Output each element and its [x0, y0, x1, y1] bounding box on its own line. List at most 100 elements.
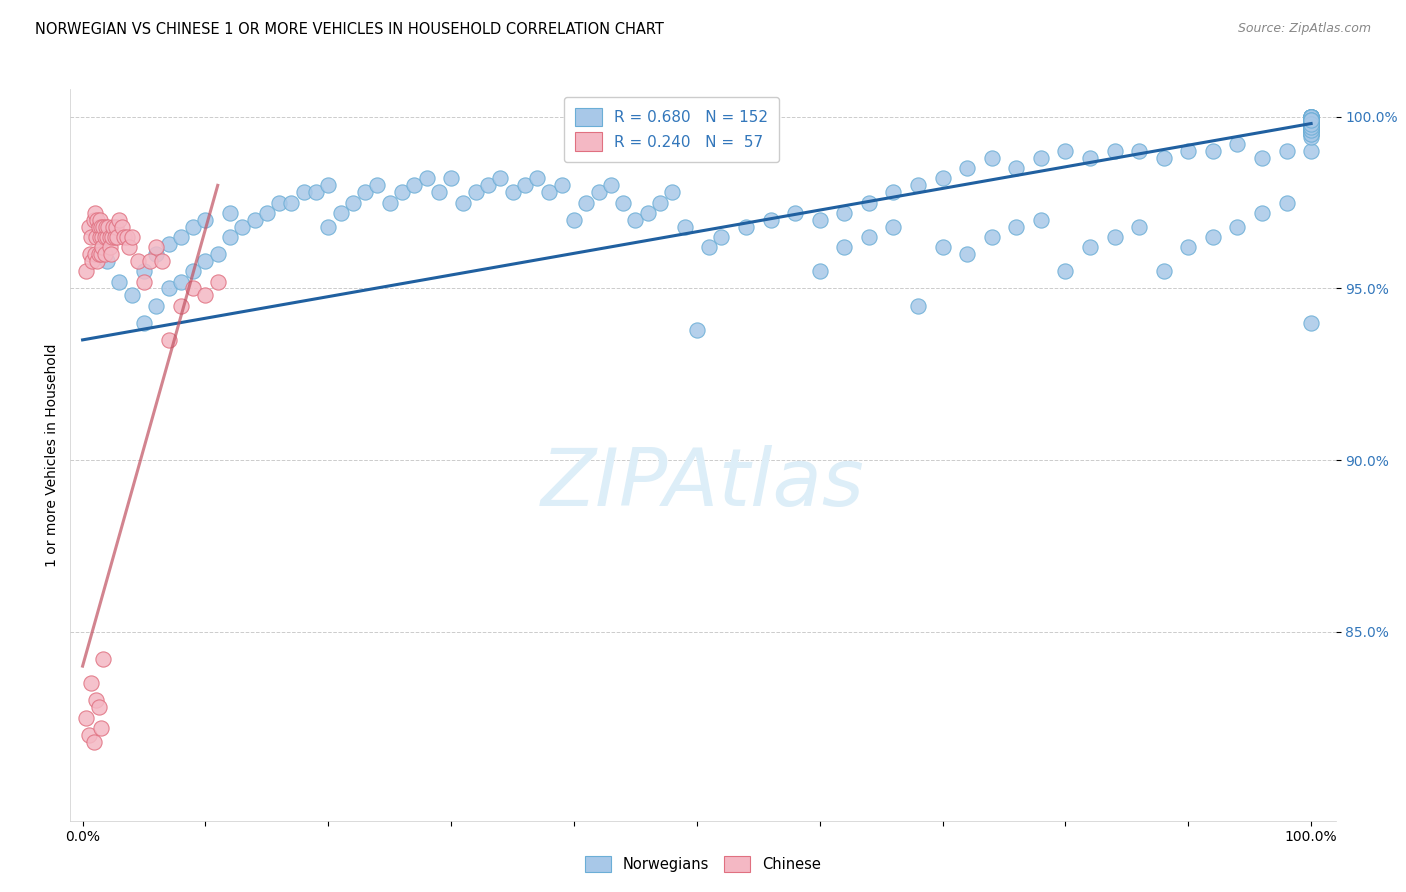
Point — [90, 219, 112, 234]
Point — [97, 219, 120, 234]
Point — [464, 185, 486, 199]
Point — [1301, 130, 1323, 145]
Point — [316, 219, 339, 234]
Point — [931, 171, 953, 186]
Point — [93, 230, 115, 244]
Point — [132, 275, 155, 289]
Point — [489, 171, 512, 186]
Point — [105, 230, 128, 244]
Point — [96, 230, 118, 244]
Point — [108, 212, 131, 227]
Point — [661, 185, 683, 199]
Point — [112, 230, 135, 244]
Point — [1301, 110, 1323, 124]
Point — [104, 219, 127, 234]
Point — [1078, 151, 1101, 165]
Point — [80, 676, 103, 690]
Point — [1301, 110, 1323, 124]
Point — [1301, 123, 1323, 137]
Point — [1301, 144, 1323, 158]
Point — [477, 178, 499, 193]
Point — [87, 219, 110, 234]
Point — [1301, 120, 1323, 134]
Point — [1301, 110, 1323, 124]
Point — [404, 178, 426, 193]
Point — [75, 711, 97, 725]
Point — [907, 178, 929, 193]
Point — [1301, 110, 1323, 124]
Point — [256, 206, 278, 220]
Point — [269, 195, 291, 210]
Point — [145, 299, 167, 313]
Point — [1128, 219, 1150, 234]
Point — [1301, 123, 1323, 137]
Point — [90, 247, 112, 261]
Point — [1301, 110, 1323, 124]
Point — [231, 219, 253, 234]
Point — [1301, 123, 1323, 137]
Point — [440, 171, 463, 186]
Point — [710, 230, 733, 244]
Point — [513, 178, 536, 193]
Point — [1153, 151, 1175, 165]
Point — [152, 253, 174, 268]
Point — [415, 171, 437, 186]
Point — [1251, 151, 1274, 165]
Point — [1301, 110, 1323, 124]
Point — [1301, 120, 1323, 134]
Point — [1301, 110, 1323, 124]
Point — [98, 240, 121, 254]
Point — [391, 185, 413, 199]
Point — [83, 212, 105, 227]
Point — [1078, 240, 1101, 254]
Point — [1301, 110, 1323, 124]
Point — [882, 185, 904, 199]
Point — [111, 219, 134, 234]
Legend: Norwegians, Chinese: Norwegians, Chinese — [578, 848, 828, 880]
Point — [1301, 110, 1323, 124]
Point — [1301, 113, 1323, 128]
Point — [219, 206, 242, 220]
Point — [980, 230, 1002, 244]
Point — [648, 195, 671, 210]
Point — [132, 264, 155, 278]
Point — [1301, 127, 1323, 141]
Point — [82, 253, 104, 268]
Point — [1104, 230, 1126, 244]
Point — [1301, 120, 1323, 134]
Point — [243, 212, 266, 227]
Point — [1177, 144, 1199, 158]
Point — [1301, 110, 1323, 124]
Point — [1301, 113, 1323, 128]
Point — [1301, 110, 1323, 124]
Point — [1301, 120, 1323, 134]
Point — [1301, 110, 1323, 124]
Point — [170, 275, 193, 289]
Point — [86, 253, 108, 268]
Point — [90, 721, 112, 735]
Point — [1054, 264, 1077, 278]
Point — [342, 195, 364, 210]
Point — [84, 693, 107, 707]
Point — [1275, 144, 1298, 158]
Point — [194, 253, 217, 268]
Point — [329, 206, 352, 220]
Point — [83, 734, 105, 748]
Point — [759, 212, 782, 227]
Point — [1301, 110, 1323, 124]
Text: ZIPAtlas: ZIPAtlas — [541, 445, 865, 524]
Point — [91, 230, 114, 244]
Point — [280, 195, 302, 210]
Point — [808, 212, 831, 227]
Point — [94, 219, 117, 234]
Point — [1301, 116, 1323, 130]
Point — [588, 185, 610, 199]
Point — [157, 281, 180, 295]
Point — [1275, 195, 1298, 210]
Point — [79, 247, 101, 261]
Point — [1226, 137, 1249, 152]
Point — [1301, 116, 1323, 130]
Point — [145, 240, 167, 254]
Point — [292, 185, 315, 199]
Point — [157, 333, 180, 347]
